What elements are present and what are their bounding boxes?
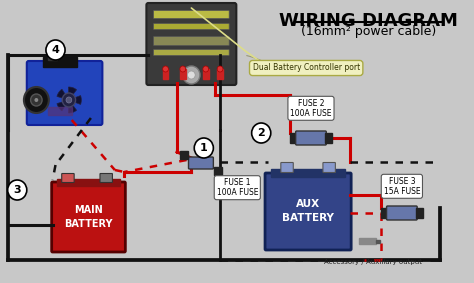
Bar xyxy=(290,133,297,143)
Text: (16mm² power cable): (16mm² power cable) xyxy=(301,25,436,38)
Circle shape xyxy=(180,66,186,72)
Circle shape xyxy=(163,66,168,72)
Bar xyxy=(203,69,209,79)
Wedge shape xyxy=(57,89,69,100)
Circle shape xyxy=(194,138,213,158)
Text: FUSE 2
100A FUSE: FUSE 2 100A FUSE xyxy=(290,98,332,118)
Circle shape xyxy=(35,98,38,102)
Circle shape xyxy=(252,123,271,143)
FancyBboxPatch shape xyxy=(62,173,74,183)
Bar xyxy=(214,167,222,175)
Circle shape xyxy=(31,94,42,106)
Wedge shape xyxy=(69,96,82,104)
FancyBboxPatch shape xyxy=(154,10,229,18)
Text: FUSE 3
15A FUSE: FUSE 3 15A FUSE xyxy=(383,177,420,196)
FancyBboxPatch shape xyxy=(387,206,417,220)
Bar xyxy=(416,208,423,218)
FancyBboxPatch shape xyxy=(52,182,125,252)
Bar xyxy=(381,208,388,218)
Wedge shape xyxy=(68,100,76,113)
Bar xyxy=(271,169,346,177)
Circle shape xyxy=(24,87,49,113)
Text: 3: 3 xyxy=(13,185,21,195)
Text: 1: 1 xyxy=(200,143,208,153)
Circle shape xyxy=(188,71,195,79)
FancyBboxPatch shape xyxy=(296,131,326,145)
Wedge shape xyxy=(68,87,76,100)
Text: Dual Battery Controller port: Dual Battery Controller port xyxy=(253,63,360,72)
FancyBboxPatch shape xyxy=(154,23,229,29)
Bar xyxy=(180,69,186,79)
Circle shape xyxy=(62,93,75,107)
Text: 2: 2 xyxy=(257,128,265,138)
Wedge shape xyxy=(57,100,69,111)
Circle shape xyxy=(217,66,223,72)
FancyBboxPatch shape xyxy=(189,157,213,169)
Bar xyxy=(48,107,72,115)
Text: Accessory / Auxiliary output: Accessory / Auxiliary output xyxy=(324,259,422,265)
Bar xyxy=(163,69,168,79)
FancyBboxPatch shape xyxy=(265,173,351,250)
Text: 4: 4 xyxy=(52,45,59,55)
Bar xyxy=(43,57,76,67)
Bar xyxy=(48,55,57,60)
FancyBboxPatch shape xyxy=(100,173,112,183)
Circle shape xyxy=(183,66,200,84)
Text: FUSE 1
100A FUSE: FUSE 1 100A FUSE xyxy=(217,178,258,198)
Bar xyxy=(325,133,332,143)
FancyBboxPatch shape xyxy=(281,162,293,173)
Circle shape xyxy=(66,97,72,103)
FancyBboxPatch shape xyxy=(154,37,229,46)
Text: MAIN
BATTERY: MAIN BATTERY xyxy=(64,205,112,229)
FancyBboxPatch shape xyxy=(146,3,237,85)
Bar xyxy=(217,69,223,79)
FancyBboxPatch shape xyxy=(323,162,336,173)
Circle shape xyxy=(8,180,27,200)
Circle shape xyxy=(46,40,65,60)
FancyBboxPatch shape xyxy=(27,61,102,125)
Bar xyxy=(57,179,119,186)
Text: WIRING DIAGRAM: WIRING DIAGRAM xyxy=(279,12,458,30)
Text: AUX
BATTERY: AUX BATTERY xyxy=(282,199,334,223)
Bar xyxy=(359,238,376,244)
Bar xyxy=(180,151,188,159)
Bar xyxy=(376,240,380,243)
Circle shape xyxy=(203,66,209,72)
FancyBboxPatch shape xyxy=(154,50,229,55)
